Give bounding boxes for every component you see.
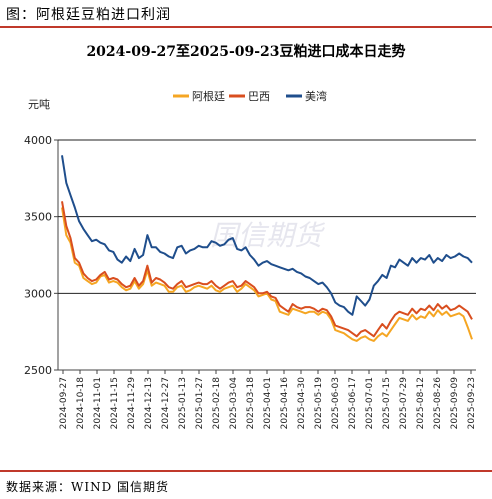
x-tick-label: 2025-07-15: [382, 377, 392, 429]
series-line-brazil: [61, 201, 473, 338]
x-tick-label: 2024-11-29: [127, 377, 137, 430]
x-tick-label: 2025-08-26: [433, 377, 443, 430]
x-tick-labels: 2024-09-27 2024-10-18 2024-11-01 2024-11-15…: [59, 370, 477, 429]
x-tick-label: 2025-01-27: [195, 377, 205, 429]
legend-label-us: 美湾: [305, 89, 327, 103]
y-tick-label: 4000: [24, 134, 52, 147]
legend-label-brazil: 巴西: [248, 90, 270, 103]
series-line-us: [61, 155, 473, 316]
x-tick-label: 2025-01-13: [178, 377, 188, 429]
x-tick-label: 2025-05-19: [314, 377, 324, 430]
y-tick-labels: 2500 3000 3500 4000: [24, 134, 52, 377]
y-tick-label: 3000: [24, 287, 52, 300]
y-tick-label: 3500: [24, 211, 52, 224]
x-tick-label: 2024-12-13: [144, 377, 154, 429]
top-rule: [0, 26, 492, 28]
x-tick-label: 2024-10-18: [76, 377, 86, 430]
x-tick-label: 2025-07-29: [399, 377, 409, 430]
legend: 阿根廷 巴西 美湾: [173, 89, 327, 103]
x-tick-label: 2025-03-04: [229, 377, 239, 430]
chart-title: 2024-09-27至2025-09-23豆粕进口成本日走势: [86, 43, 405, 60]
data-source: 数据来源：WIND 国信期货: [6, 480, 170, 494]
x-tick-label: 2025-08-12: [416, 377, 426, 429]
x-tick-label: 2024-11-01: [93, 377, 103, 429]
x-tick-label: 2025-02-18: [212, 377, 222, 430]
legend-label-argentina: 阿根廷: [192, 89, 225, 103]
y-tick-label: 2500: [24, 364, 52, 377]
x-tick-label: 2025-04-01: [263, 377, 273, 429]
line-chart: 国信期货 2024-09-27至2025-09-23豆粕进口成本日走势 阿根廷 巴…: [24, 43, 477, 429]
x-tick-label: 2025-03-18: [246, 377, 256, 430]
watermark-text: 国信期货: [210, 219, 326, 252]
x-tick-label: 2025-04-16: [280, 377, 290, 430]
x-tick-label: 2025-06-03: [331, 377, 341, 429]
series-lines: [61, 155, 473, 342]
bottom-rule: [0, 470, 492, 472]
x-tick-label: 2024-12-27: [161, 377, 171, 429]
y-axis-label: 元吨: [28, 98, 50, 111]
x-tick-label: 2025-09-09: [450, 377, 460, 430]
grid: [54, 139, 476, 371]
x-tick-label: 2024-09-27: [59, 377, 69, 429]
series-line-argentina: [61, 207, 473, 342]
x-tick-label: 2024-11-15: [110, 377, 120, 429]
x-tick-label: 2025-04-30: [297, 377, 307, 430]
x-tick-label: 2025-06-17: [348, 377, 358, 429]
figure-title: 图：阿根廷豆粕进口利润: [6, 7, 171, 23]
x-tick-label: 2025-07-01: [365, 377, 375, 429]
x-tick-label: 2025-09-23: [467, 377, 477, 429]
